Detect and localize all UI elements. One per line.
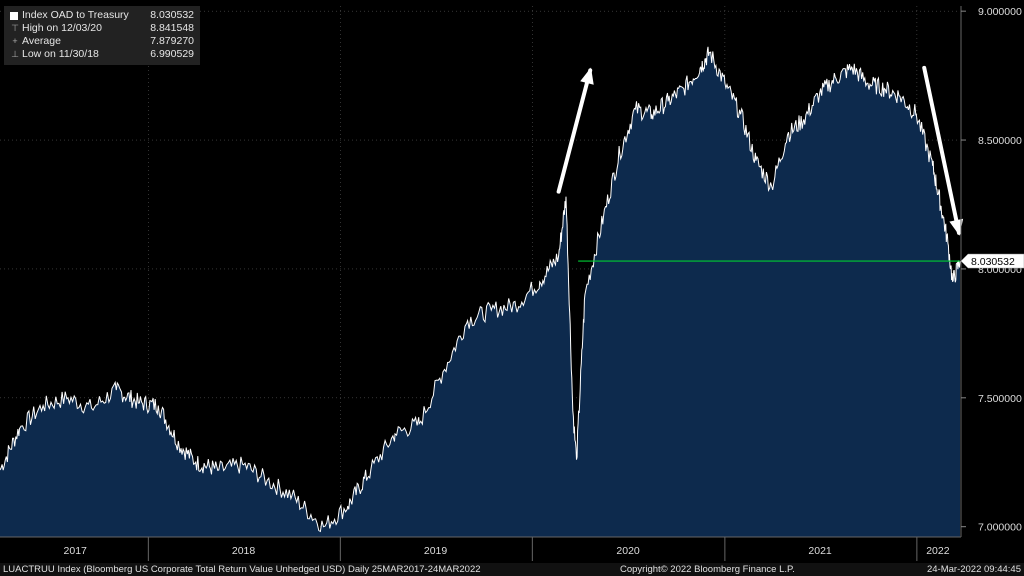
y-tick-label: 8.500000 <box>978 135 1022 147</box>
legend-low-value: 6.990529 <box>150 48 194 60</box>
footer-bar: LUACTRUU Index (Bloomberg US Corporate T… <box>0 563 1024 576</box>
high-marker-icon: ⊤ <box>11 23 19 33</box>
legend-high-label: High on 12/03/20 <box>22 22 102 34</box>
arrow-shaft <box>556 68 593 194</box>
series-line <box>0 46 961 533</box>
series-swatch <box>10 11 18 20</box>
y-tick-label: 9.000000 <box>978 6 1022 18</box>
arrow-head-icon <box>580 67 594 85</box>
legend-average-value: 7.879270 <box>150 35 194 47</box>
reference-tag-label: 8.030532 <box>971 256 1015 268</box>
annotation-arrows <box>556 65 964 236</box>
legend-average: + Average 7.879270 <box>10 35 194 48</box>
x-axis-band <box>0 537 1024 561</box>
legend-average-label: Average <box>22 35 61 47</box>
legend-series-value: 8.030532 <box>150 9 194 21</box>
x-tick-label: 2018 <box>232 545 256 557</box>
legend-high: ⊤ High on 12/03/20 8.841548 <box>10 22 194 35</box>
reference-tag-box <box>960 253 1024 269</box>
x-tick-label: 2021 <box>808 545 832 557</box>
legend-series-name: Index OAD to Treasury <box>22 9 129 21</box>
footer-index-description: LUACTRUU Index (Bloomberg US Corporate T… <box>3 564 481 575</box>
arrow-shaft <box>922 65 961 235</box>
legend-low-label: Low on 11/30/18 <box>22 48 99 60</box>
x-tick-label: 2020 <box>616 545 640 557</box>
legend: Index OAD to Treasury 8.030532 ⊤ High on… <box>4 6 200 65</box>
x-tick-label: 2017 <box>64 545 88 557</box>
legend-high-value: 8.841548 <box>150 22 194 34</box>
legend-low: ⊥ Low on 11/30/18 6.990529 <box>10 48 194 61</box>
average-marker-icon: + <box>12 36 18 46</box>
low-marker-icon: ⊥ <box>11 49 19 59</box>
footer-copyright: Copyright© 2022 Bloomberg Finance L.P. <box>620 564 795 575</box>
y-tick-label: 7.000000 <box>978 522 1022 534</box>
x-axis: 2017 2018 2019 2020 2021 2022 <box>0 536 1024 561</box>
footer-timestamp: 24-Mar-2022 09:44:45 <box>926 564 1021 575</box>
x-tick-label: 2019 <box>424 545 448 557</box>
series-area <box>0 46 960 538</box>
x-tick-label: 2022 <box>926 545 950 557</box>
arrow-head-icon <box>949 218 964 236</box>
legend-series: Index OAD to Treasury 8.030532 <box>10 9 194 22</box>
reference-value-tag: 8.030532 <box>960 253 1024 269</box>
y-tick-label: 7.500000 <box>978 393 1022 405</box>
